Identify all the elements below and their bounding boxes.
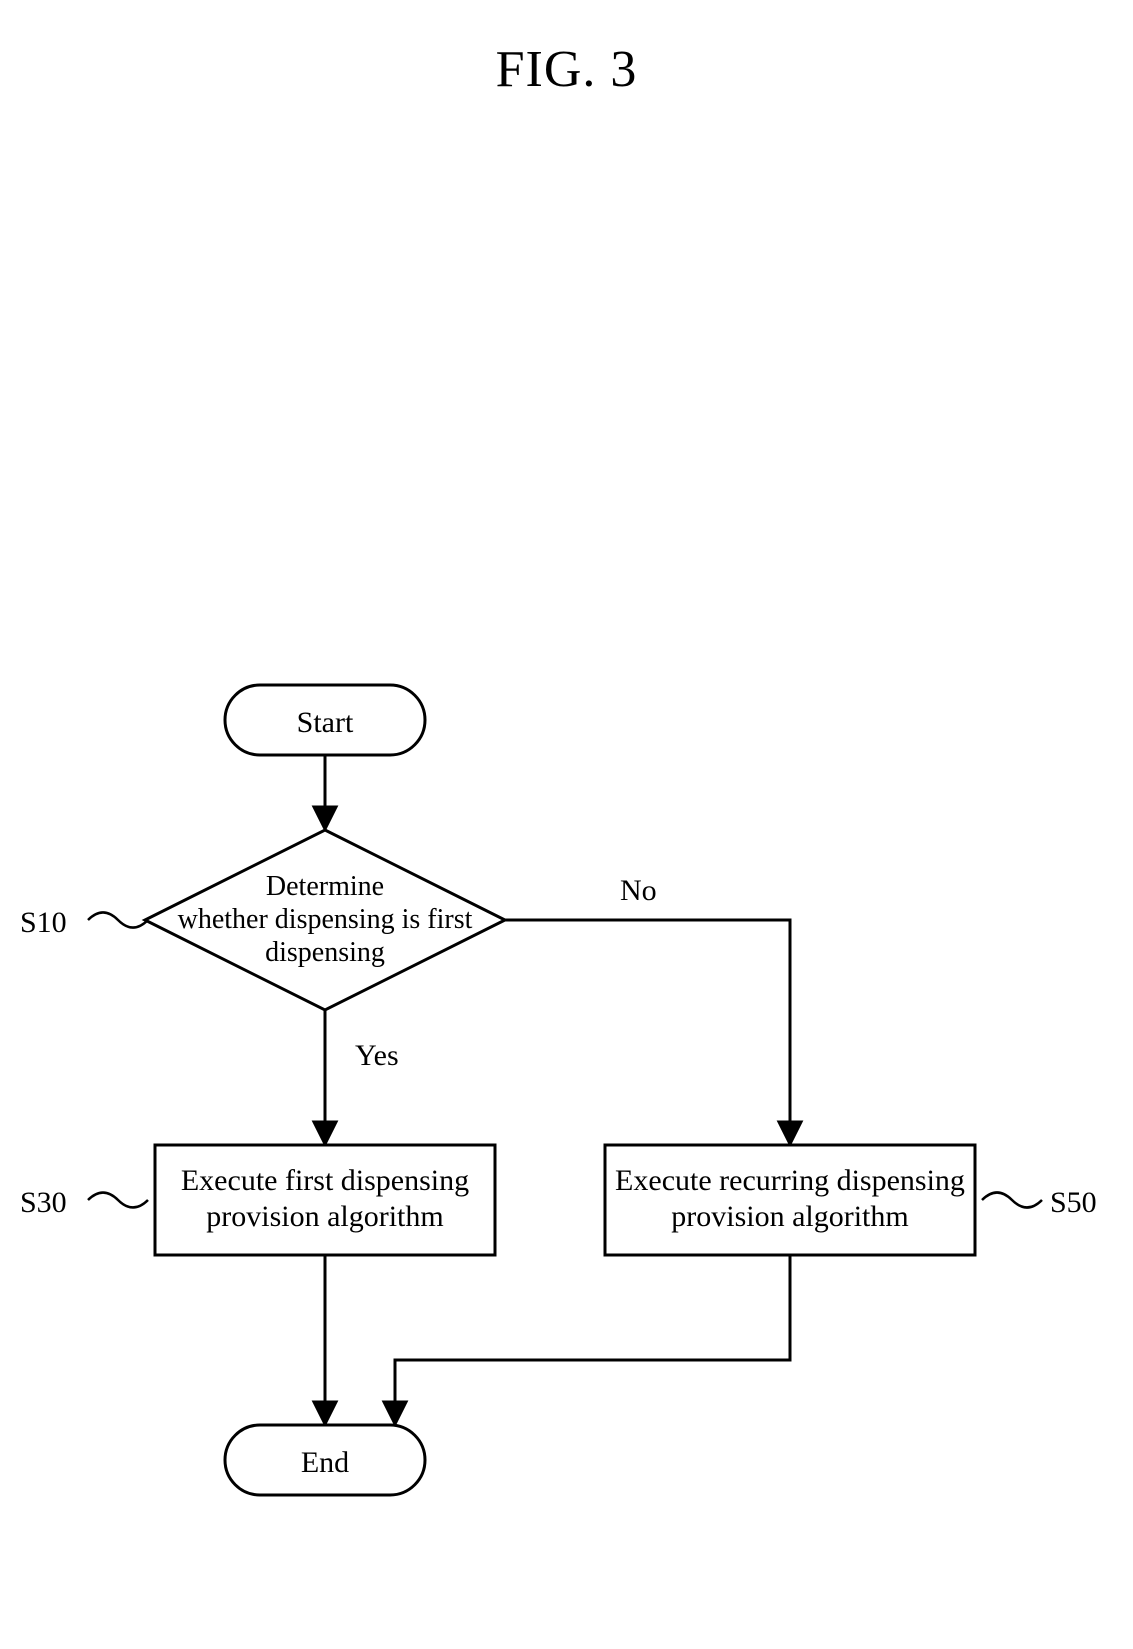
decision-line-1: whether dispensing is first [178, 904, 473, 935]
edge-recurring-end [395, 1255, 790, 1425]
decision-line-2: dispensing [265, 937, 385, 968]
edge-no-label: No [620, 874, 657, 907]
ref-leader-s50 [982, 1193, 1042, 1208]
flowchart-canvas: Yes No S10 S30 S50 Start Determine wheth… [0, 0, 1133, 1649]
node-decision: Determine whether dispensing is first di… [145, 830, 505, 1010]
proc-first-line-0: Execute first dispensing [181, 1164, 469, 1197]
node-start-label: Start [297, 706, 354, 739]
node-start: Start [225, 685, 425, 755]
node-proc-first: Execute first dispensing provision algor… [155, 1145, 495, 1255]
ref-s10: S10 [20, 906, 67, 939]
node-proc-recurring: Execute recurring dispensing provision a… [605, 1145, 975, 1255]
proc-recurring-line-0: Execute recurring dispensing [615, 1164, 965, 1197]
ref-s30: S30 [20, 1186, 67, 1219]
proc-recurring-line-1: provision algorithm [671, 1200, 908, 1233]
node-end: End [225, 1425, 425, 1495]
proc-first-line-1: provision algorithm [206, 1200, 443, 1233]
ref-leader-s30 [88, 1193, 148, 1208]
decision-line-0: Determine [266, 871, 384, 902]
edge-decision-recurring [505, 920, 790, 1145]
edge-yes-label: Yes [355, 1039, 399, 1072]
node-end-label: End [301, 1446, 349, 1479]
ref-leader-s10 [88, 913, 148, 928]
ref-s50: S50 [1050, 1186, 1097, 1219]
